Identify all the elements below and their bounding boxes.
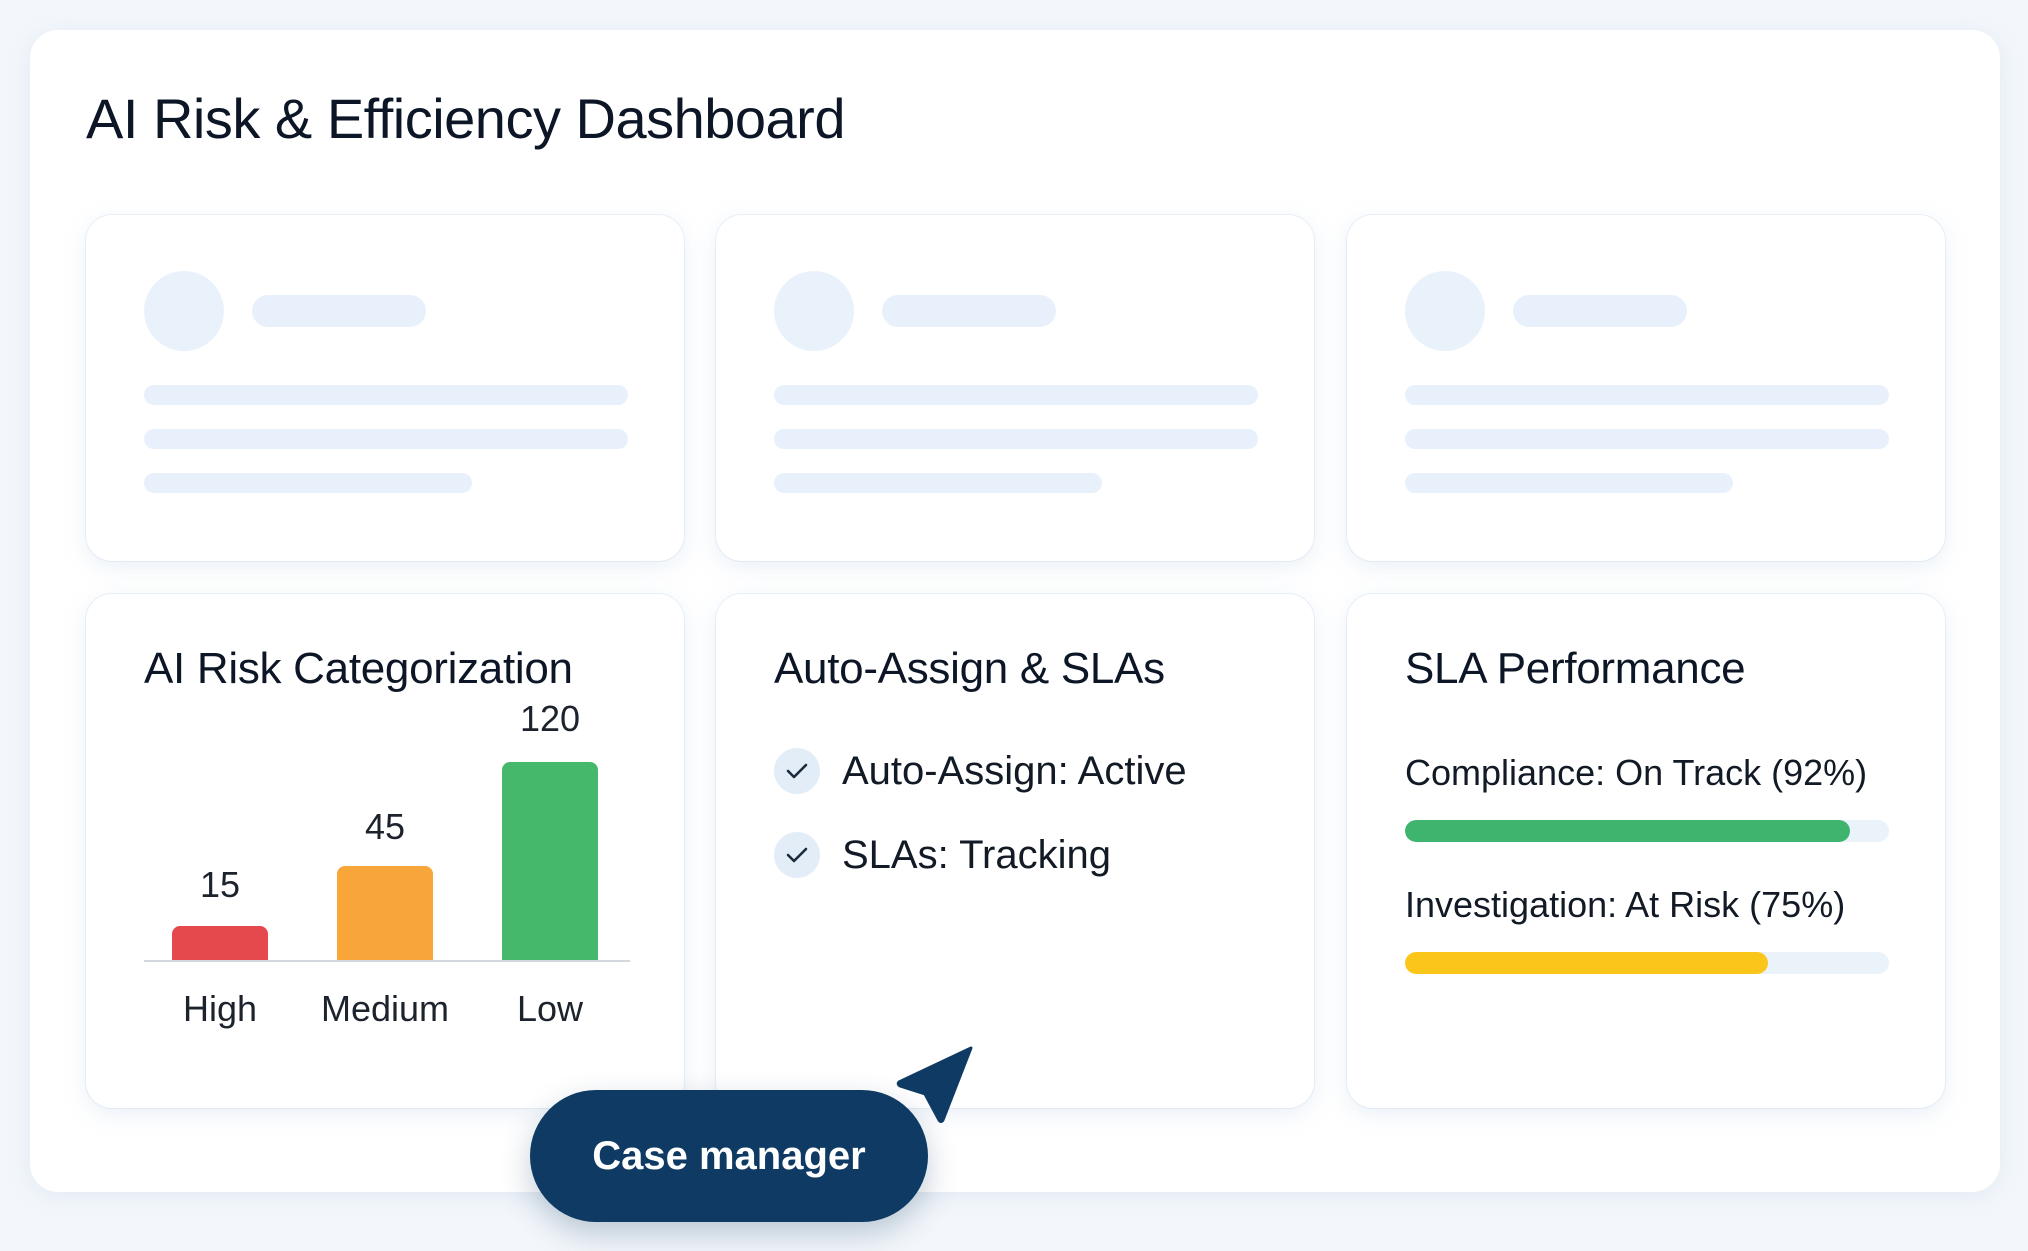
skeleton-card-2 bbox=[716, 215, 1314, 561]
skeleton-line bbox=[1405, 385, 1889, 405]
chart-x-axis bbox=[144, 960, 630, 962]
sla-card-title: SLA Performance bbox=[1405, 644, 1746, 693]
bar-medium[interactable]: 45 bbox=[337, 724, 433, 960]
skeleton-line bbox=[144, 473, 472, 493]
skeleton-avatar bbox=[774, 271, 854, 351]
compliance-label: Compliance: On Track (92%) bbox=[1405, 752, 1868, 793]
status-label: Auto-Assign: Active bbox=[842, 748, 1187, 793]
status-label: SLAs: Tracking bbox=[842, 832, 1112, 877]
risk-categorization-card: AI Risk Categorization 15 45 120 High Me… bbox=[86, 594, 684, 1108]
status-item-auto-assign: Auto-Assign: Active bbox=[774, 748, 1187, 794]
skeleton-card-1 bbox=[86, 215, 684, 561]
cursor-pointer-icon bbox=[896, 1046, 973, 1123]
skeleton-line bbox=[1405, 473, 1733, 493]
auto-assign-card-title: Auto-Assign & SLAs bbox=[774, 644, 1165, 693]
skeleton-line bbox=[774, 385, 1258, 405]
auto-assign-card: Auto-Assign & SLAs Auto-Assign: Active S… bbox=[716, 594, 1314, 1108]
bar-high-fill bbox=[172, 926, 268, 960]
bar-high[interactable]: 15 bbox=[172, 724, 268, 960]
bar-value-label: 120 bbox=[519, 698, 581, 739]
page-title: AI Risk & Efficiency Dashboard bbox=[86, 87, 845, 150]
skeleton-title-bar bbox=[252, 295, 426, 327]
status-item-slas: SLAs: Tracking bbox=[774, 832, 1111, 878]
investigation-progress-fill bbox=[1405, 952, 1768, 974]
risk-bar-chart: 15 45 120 High Medium Low bbox=[144, 698, 630, 1054]
sla-performance-card: SLA Performance Compliance: On Track (92… bbox=[1347, 594, 1945, 1108]
category-label-medium: Medium bbox=[320, 988, 450, 1029]
skeleton-line bbox=[774, 473, 1102, 493]
bar-medium-fill bbox=[337, 866, 433, 960]
bar-value-label: 45 bbox=[364, 806, 406, 847]
check-icon bbox=[774, 832, 820, 878]
skeleton-line bbox=[144, 429, 628, 449]
investigation-label: Investigation: At Risk (75%) bbox=[1405, 884, 1846, 925]
skeleton-line bbox=[144, 385, 628, 405]
case-manager-button[interactable]: Case manager bbox=[530, 1090, 928, 1222]
check-icon bbox=[774, 748, 820, 794]
skeleton-line bbox=[1405, 429, 1889, 449]
bar-value-label: 15 bbox=[199, 864, 241, 905]
category-label-low: Low bbox=[516, 988, 584, 1029]
skeleton-avatar bbox=[1405, 271, 1485, 351]
compliance-progress-fill bbox=[1405, 820, 1851, 842]
investigation-progress-bar bbox=[1405, 952, 1889, 974]
skeleton-avatar bbox=[144, 271, 224, 351]
risk-card-title: AI Risk Categorization bbox=[144, 644, 573, 693]
skeleton-title-bar bbox=[1513, 295, 1687, 327]
skeleton-title-bar bbox=[882, 295, 1056, 327]
compliance-progress-bar bbox=[1405, 820, 1889, 842]
skeleton-line bbox=[774, 429, 1258, 449]
bar-low-fill bbox=[502, 762, 598, 960]
skeleton-card-3 bbox=[1347, 215, 1945, 561]
category-label-high: High bbox=[182, 988, 258, 1029]
bar-low[interactable]: 120 bbox=[502, 698, 598, 960]
